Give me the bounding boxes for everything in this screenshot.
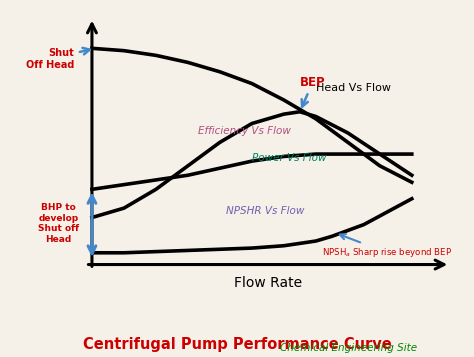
Text: NPSHR Vs Flow: NPSHR Vs Flow — [226, 206, 305, 216]
Text: Centrifugal Pump Performance Curve: Centrifugal Pump Performance Curve — [82, 337, 392, 352]
Text: Chemical Engineering Site: Chemical Engineering Site — [280, 343, 417, 353]
Text: NPSH$_a$ Sharp rise beyond BEP: NPSH$_a$ Sharp rise beyond BEP — [322, 234, 452, 259]
Text: Head Vs Flow: Head Vs Flow — [316, 82, 391, 92]
Text: BHP to
develop
Shut off
Head: BHP to develop Shut off Head — [38, 203, 79, 243]
Text: Shut
Off Head: Shut Off Head — [26, 48, 90, 70]
Text: Flow Rate: Flow Rate — [234, 276, 302, 290]
Text: BEP: BEP — [300, 76, 326, 107]
Text: Efficiency Vs Flow: Efficiency Vs Flow — [198, 126, 291, 136]
Text: Power Vs Flow: Power Vs Flow — [252, 153, 327, 163]
